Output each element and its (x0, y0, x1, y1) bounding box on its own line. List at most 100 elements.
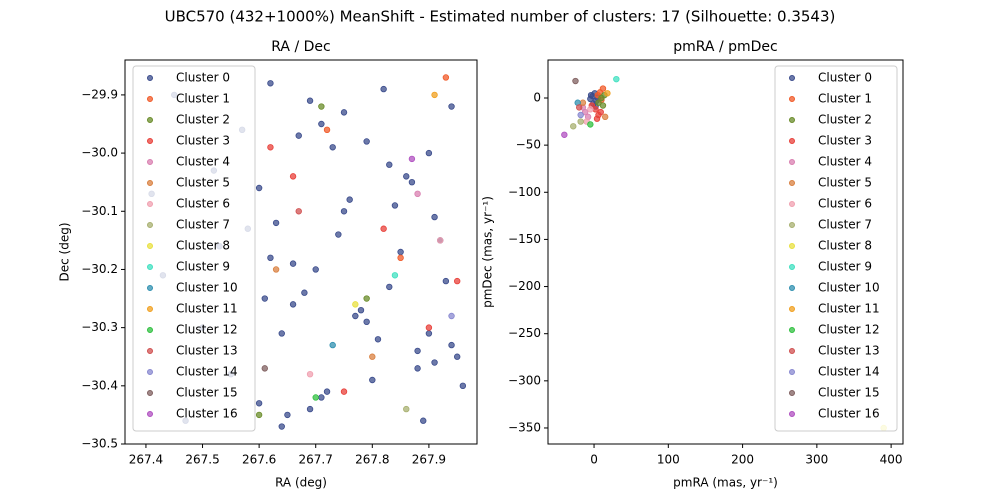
data-point (340, 388, 348, 395)
data-point (255, 400, 263, 407)
data-point (575, 104, 583, 111)
legend-label: Cluster 16 (176, 407, 238, 421)
subplot: pmRA / pmDec pmRA (mas, yr⁻¹) pmDec (mas, … (481, 39, 904, 490)
legend-marker (789, 180, 795, 186)
data-point (577, 118, 584, 125)
legend-label: Cluster 14 (176, 365, 238, 379)
legend-label: Cluster 0 (176, 71, 230, 85)
data-point (414, 365, 421, 372)
data-point (453, 353, 461, 360)
data-point (577, 111, 584, 119)
axes-frame (124, 59, 478, 445)
data-point (459, 382, 467, 390)
data-point (306, 97, 314, 104)
y-tick-label: −350 (508, 420, 541, 434)
data-point (380, 225, 387, 232)
data-point (346, 196, 353, 203)
legend-marker (789, 96, 795, 102)
data-point (448, 312, 455, 320)
data-point (295, 132, 302, 139)
data-point (386, 161, 393, 168)
data-point (363, 295, 370, 302)
data-point (363, 138, 370, 145)
legend-label: Cluster 11 (176, 302, 238, 316)
x-tick-label: 267.9 (412, 453, 446, 467)
legend-marker (147, 369, 153, 375)
legend-label: Cluster 1 (176, 92, 230, 106)
legend: Cluster 0 Cluster 1 Cluster 2 Cluster 3 Clus… (774, 65, 898, 432)
data-point (289, 301, 297, 308)
data-point (403, 405, 410, 413)
legend-marker (789, 201, 795, 207)
figure-title: UBC570 (432+1000%) MeanShift - Estimated… (165, 8, 836, 26)
data-point (414, 190, 421, 198)
data-point (572, 77, 579, 85)
data-point (397, 248, 404, 256)
data-point (570, 123, 577, 130)
legend-label: Cluster 8 (176, 239, 230, 253)
legend-marker (789, 117, 795, 123)
data-point (593, 115, 601, 122)
data-point (425, 324, 433, 331)
y-tick-label: −30.3 (81, 320, 118, 334)
legend-label: Cluster 3 (176, 134, 230, 148)
data-point (278, 423, 285, 430)
data-point (306, 370, 314, 378)
data-point (386, 283, 393, 291)
data-point (601, 113, 609, 121)
legend-label: Cluster 12 (818, 323, 880, 337)
data-point (448, 341, 455, 349)
subplot-title: RA / Dec (271, 39, 330, 55)
legend-marker (147, 411, 153, 417)
legend-label: Cluster 7 (818, 218, 872, 232)
legend-label: Cluster 16 (818, 407, 880, 421)
y-tick-label: −100 (508, 185, 541, 199)
y-tick-label: −50 (516, 138, 541, 152)
legend-label: Cluster 7 (176, 218, 230, 232)
legend-label: Cluster 11 (818, 302, 880, 316)
data-point (335, 231, 342, 238)
legend-label: Cluster 6 (818, 197, 872, 211)
data-point (369, 376, 376, 384)
x-tick-label: 267.4 (129, 453, 163, 467)
data-point (318, 394, 325, 401)
y-tick-label: −200 (508, 279, 541, 293)
legend-label: Cluster 8 (818, 239, 872, 253)
data-point (312, 394, 319, 401)
y-axis-label: pmDec (mas, yr⁻¹) (481, 196, 495, 308)
y-tick-label: −30.0 (81, 146, 118, 160)
data-point (431, 213, 438, 221)
legend-marker (147, 201, 153, 207)
legend-marker (147, 327, 153, 333)
legend-label: Cluster 0 (818, 71, 872, 85)
legend-marker (147, 348, 153, 354)
data-point (597, 108, 604, 116)
x-tick-label: 267.5 (185, 453, 219, 467)
y-tick-label: −150 (508, 232, 541, 246)
legend-marker (789, 327, 795, 333)
data-point (397, 254, 404, 262)
data-point (604, 90, 611, 97)
data-point (267, 80, 274, 87)
data-point (579, 99, 587, 106)
data-point (448, 103, 455, 110)
x-tick-label: 267.8 (355, 453, 389, 467)
x-tick-label: 267.6 (242, 453, 276, 467)
legend-marker (789, 159, 795, 165)
data-point (453, 277, 461, 285)
legend-label: Cluster 10 (818, 281, 880, 295)
data-point (352, 301, 359, 308)
y-tick-label: −30.4 (81, 378, 118, 392)
legend-marker (147, 75, 153, 81)
legend-marker (789, 264, 795, 270)
legend-marker (789, 390, 795, 396)
data-point (391, 202, 399, 209)
x-tick-label: 300 (805, 453, 828, 467)
legend-label: Cluster 13 (818, 344, 880, 358)
legend-label: Cluster 9 (176, 260, 230, 274)
data-point (374, 336, 382, 343)
data-point (425, 330, 433, 337)
x-tick-label: 400 (880, 453, 903, 467)
data-point (340, 109, 348, 116)
data-point (408, 155, 416, 163)
